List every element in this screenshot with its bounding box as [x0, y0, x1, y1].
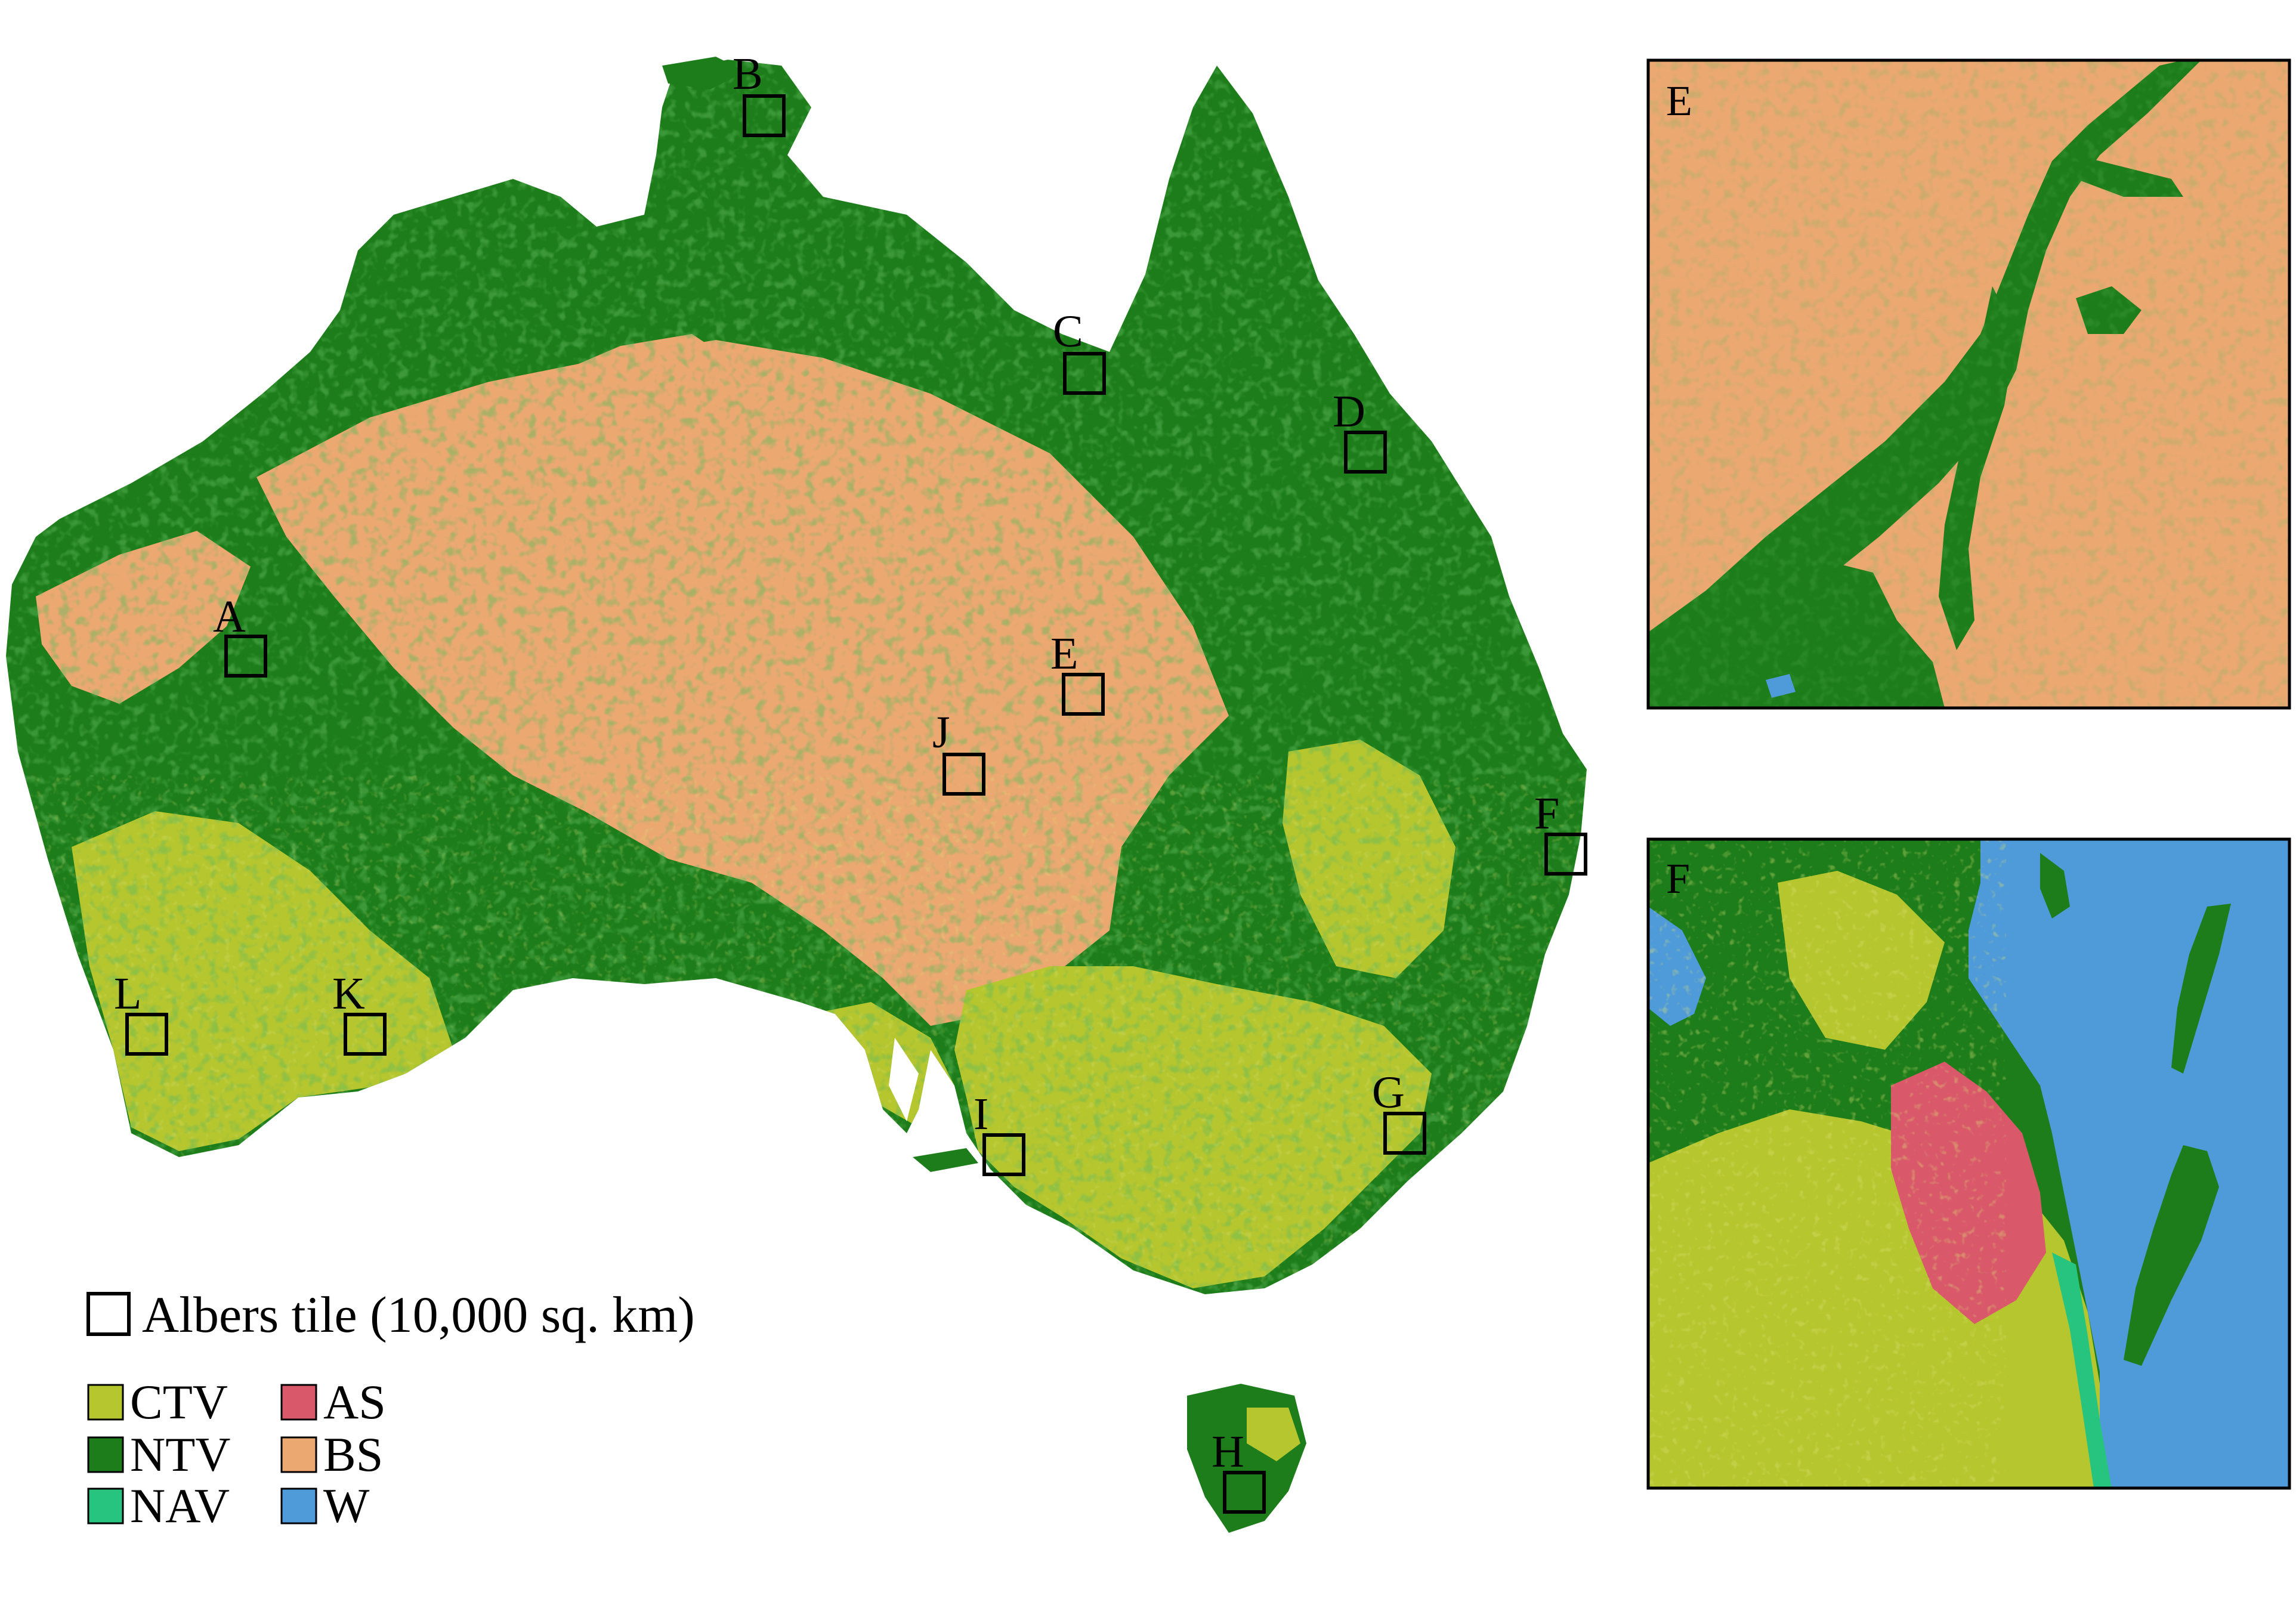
tile-a-label: A	[213, 592, 246, 642]
tile-a-box	[224, 635, 267, 678]
tile-i-label: I	[974, 1089, 988, 1139]
tile-f-box	[1544, 833, 1587, 876]
inset-map-e	[1646, 58, 2291, 710]
kangaroo-island	[913, 1148, 978, 1172]
albers-tiles: A B C D E F G H I J K L	[114, 49, 1587, 1514]
tile-l-label: L	[114, 969, 141, 1019]
inset-f-moreton-island	[2171, 904, 2231, 1074]
tile-k-label: K	[332, 969, 365, 1019]
legend-label-w: W	[323, 1479, 370, 1533]
tile-b-label: B	[733, 49, 763, 99]
legend-tile-swatch	[86, 1292, 131, 1336]
melville-island	[662, 57, 746, 89]
tile-f-label: F	[1534, 788, 1559, 839]
legend-swatch-ntv	[87, 1436, 124, 1473]
tile-g-box	[1383, 1112, 1426, 1155]
tile-c-label: C	[1053, 307, 1083, 357]
legend-swatch-w	[280, 1488, 317, 1524]
legend-label-ctv: CTV	[130, 1375, 228, 1429]
inset-e-label: E	[1666, 77, 1692, 125]
legend-label-nav: NAV	[130, 1479, 230, 1533]
tile-j-label: J	[932, 707, 950, 757]
inset-f-bribie-island	[2040, 853, 2070, 919]
tile-i-box	[982, 1133, 1025, 1176]
legend-swatch-bs	[280, 1436, 317, 1473]
tile-g-label: G	[1372, 1068, 1405, 1118]
spencer-gulf-water	[889, 1038, 919, 1121]
tile-c-box	[1063, 352, 1106, 395]
inset-e-texture	[1648, 60, 2289, 708]
legend-tile-label: Albers tile (10,000 sq. km)	[142, 1286, 695, 1343]
inset-e-water	[1766, 674, 1796, 698]
tile-j-box	[942, 753, 985, 796]
tile-d-box	[1344, 431, 1387, 474]
tile-h-box	[1223, 1471, 1266, 1514]
inset-f-texture	[1648, 839, 2006, 1488]
inset-f-ocean	[1969, 839, 2289, 1488]
inset-f-stradbroke-island	[2124, 1145, 2219, 1366]
inset-map-f	[1646, 837, 2291, 1490]
legend-swatch-as	[280, 1384, 317, 1421]
legend-label-bs: BS	[323, 1427, 383, 1482]
tile-l-box	[125, 1013, 168, 1056]
tile-e-label: E	[1050, 629, 1078, 679]
inset-f-nav-coast	[2052, 1253, 2112, 1488]
inset-f-label: F	[1666, 855, 1690, 902]
legend-swatch-ctv	[87, 1384, 124, 1421]
tasmania-ctv-region	[1247, 1408, 1300, 1461]
legend-label-ntv: NTV	[130, 1427, 231, 1482]
tile-k-box	[344, 1013, 387, 1056]
inset-f-frame	[1646, 837, 2291, 1490]
tile-d-label: D	[1333, 386, 1365, 437]
legend-label-as: AS	[323, 1375, 386, 1429]
legend-swatch-nav	[87, 1488, 124, 1524]
inset-e-frame	[1646, 58, 2291, 710]
cultivated-texture	[6, 775, 1587, 1294]
tile-e-box	[1062, 673, 1105, 716]
tile-b-box	[743, 94, 786, 137]
tile-h-label: H	[1212, 1427, 1244, 1477]
